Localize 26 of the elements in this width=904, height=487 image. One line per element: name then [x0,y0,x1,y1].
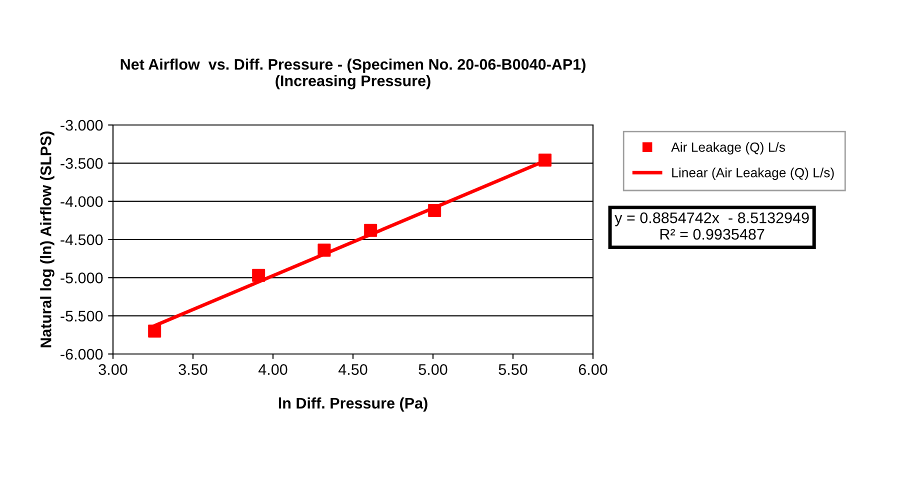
x-axis-title: ln Diff. Pressure (Pa) [278,397,428,412]
legend-label: Air Leakage (Q) L/s [671,142,786,154]
point [318,244,331,257]
point [428,204,442,217]
x-tick-label: 5.50 [498,364,528,375]
x-tick-label: 5.00 [418,364,448,375]
x-tick-label: 4.00 [258,364,288,375]
point [538,154,552,167]
x-tick-label: 3.50 [178,364,208,375]
x-tick-label: 3.00 [98,364,128,375]
y-tick-label: -5.500 [60,310,103,322]
point [252,268,266,282]
y-tick-label: -5.000 [60,272,103,284]
y-tick-label: -4.500 [60,234,103,246]
y-tick-label: -3.500 [60,158,103,169]
y-axis-title: Natural log (ln) Airflow (SLPS) [40,131,54,348]
y-tick-label: -4.000 [60,196,103,208]
y-tick-label: -3.000 [60,120,103,131]
point [364,224,378,237]
chart-title: Net Airflow vs. Diff. Pressure - (Specimen No. 20-06-B0040-AP1) (Increasing Pressure) [120,58,586,90]
x-tick-label: 4.50 [338,364,368,375]
point [148,324,162,338]
text: y = 0.8854742x - 8.5132949 R² = 0.9935487 [614,212,809,240]
x-tick-label: 6.00 [578,364,608,375]
y-tick-label: -6.000 [60,348,103,360]
legend-label: Linear (Air Leakage (Q) L/s) [672,168,834,180]
